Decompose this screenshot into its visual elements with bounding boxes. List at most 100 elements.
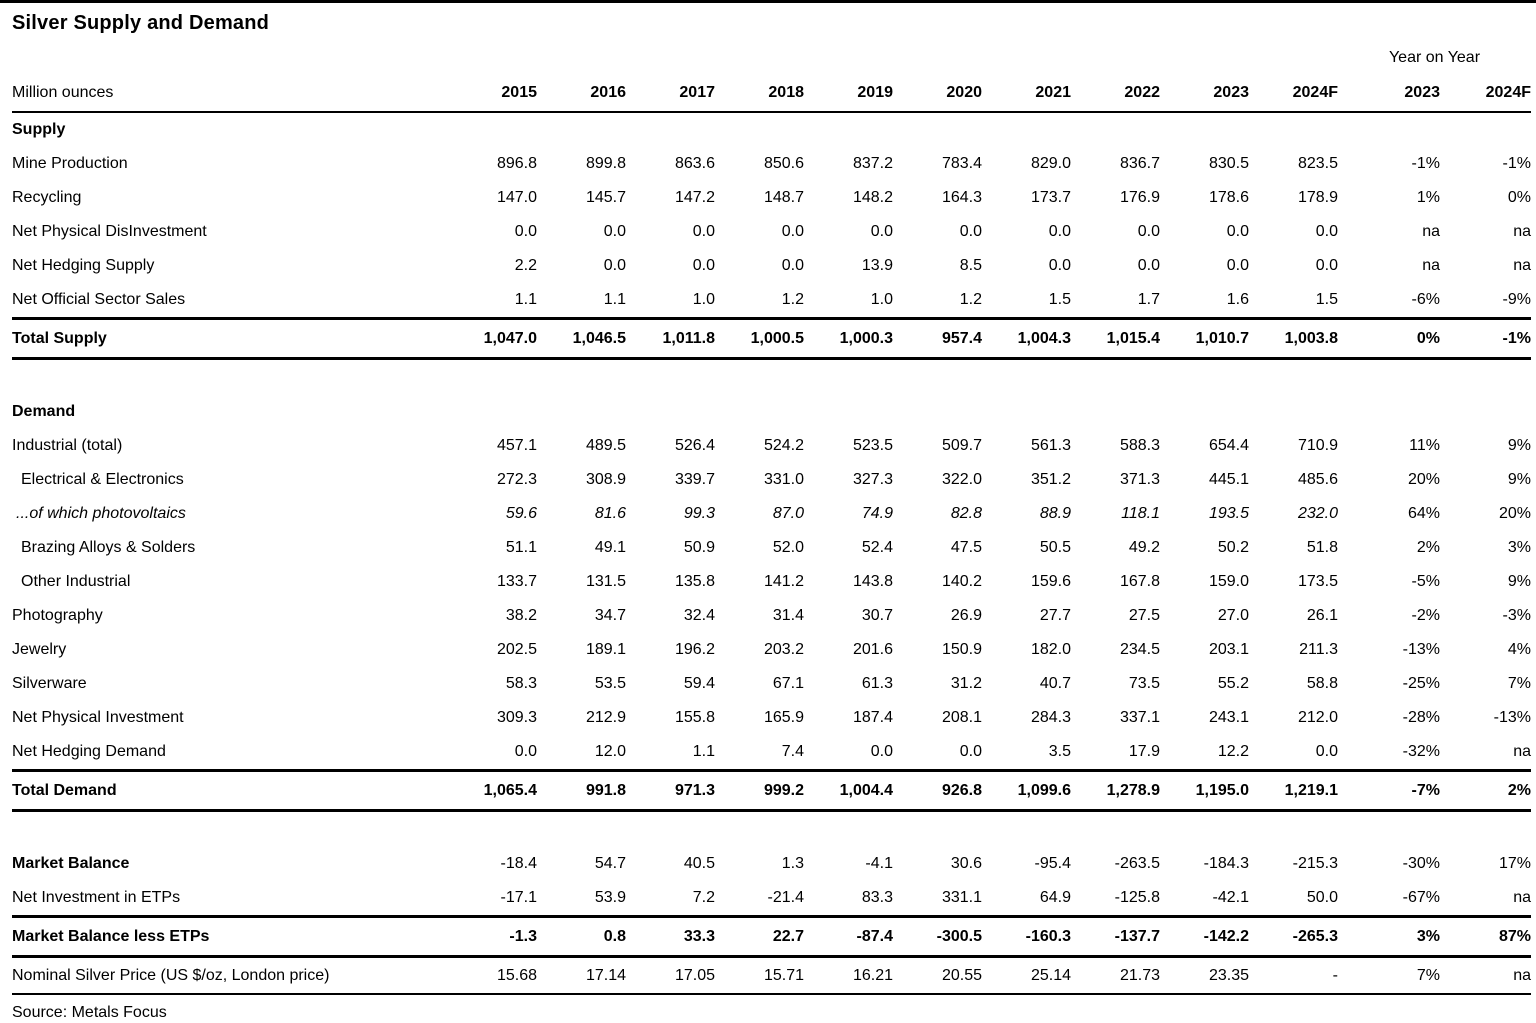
year-column-2019: 2019 <box>804 69 893 113</box>
table-row-total-supply: Total Supply 1,047.0 1,046.5 1,011.8 1,000.5… <box>12 317 1531 360</box>
cell-value: 823.5 <box>1297 155 1338 172</box>
cell-yoy-value <box>1440 395 1531 429</box>
cell-value <box>893 112 982 147</box>
row-label: Other Industrial <box>21 573 131 590</box>
cell-value: 53.9 <box>594 889 626 906</box>
cell-value <box>448 112 537 147</box>
cell-value: 73.5 <box>1128 675 1160 692</box>
cell-value: 0.0 <box>603 257 626 274</box>
cell-value: 131.5 <box>585 573 626 590</box>
cell-value: 26.1 <box>1306 607 1338 624</box>
cell-yoy-value: 4% <box>1507 641 1531 658</box>
cell-value: 31.4 <box>772 607 804 624</box>
cell-value: 899.8 <box>585 155 626 172</box>
cell-value: - <box>1249 956 1338 995</box>
table-row-net-hedging-demand: Net Hedging Demand 0.0 12.0 1.1 7.4 0.0 0.0 3.5… <box>12 735 1531 771</box>
cell-value: 0.0 <box>870 743 893 760</box>
cell-value: 710.9 <box>1297 437 1338 454</box>
table-row-electrical-electronics: Electrical & Electronics 272.3 308.9 339.7 3… <box>12 463 1531 497</box>
spacer-cell <box>12 37 1338 69</box>
cell-value: 337.1 <box>1119 709 1160 726</box>
cell-value: 52.4 <box>861 539 893 556</box>
cell-value: 1,047.0 <box>448 317 537 360</box>
cell-value: 0.0 <box>1137 257 1160 274</box>
cell-value <box>1160 112 1249 147</box>
cell-value: 524.2 <box>763 437 804 454</box>
cell-yoy-value: 7% <box>1507 675 1531 692</box>
cell-value: 51.8 <box>1306 539 1338 556</box>
cell-value: 0.0 <box>870 223 893 240</box>
cell-value: 27.5 <box>1128 607 1160 624</box>
cell-value: 27.0 <box>1217 607 1249 624</box>
cell-yoy-value: 3% <box>1507 539 1531 556</box>
cell-value: 234.5 <box>1119 641 1160 658</box>
cell-value: 837.2 <box>852 155 893 172</box>
cell-value: 203.2 <box>763 641 804 658</box>
table-row-jewelry: Jewelry 202.5 189.1 196.2 203.2 201.6 150.9 182… <box>12 633 1531 667</box>
cell-value: 957.4 <box>893 317 982 360</box>
cell-value: 54.7 <box>594 855 626 872</box>
cell-value: 331.1 <box>941 889 982 906</box>
cell-value: 1.1 <box>692 743 715 760</box>
cell-value: 59.4 <box>683 675 715 692</box>
cell-value <box>626 395 715 429</box>
cell-value: 30.6 <box>950 855 982 872</box>
cell-value: -160.3 <box>982 915 1071 958</box>
cell-value: 523.5 <box>852 437 893 454</box>
cell-value: 167.8 <box>1119 573 1160 590</box>
cell-value: -142.2 <box>1160 915 1249 958</box>
cell-yoy-value: -5% <box>1411 573 1440 590</box>
cell-value <box>804 395 893 429</box>
cell-value: 21.73 <box>1071 956 1160 995</box>
spacer-cell <box>12 811 1531 848</box>
cell-value: 1,015.4 <box>1071 317 1160 360</box>
cell-value: -17.1 <box>500 889 537 906</box>
cell-value: 23.35 <box>1160 956 1249 995</box>
cell-value: 1.6 <box>1226 291 1249 308</box>
row-label: Market Balance less ETPs <box>12 915 448 958</box>
cell-yoy-value: 9% <box>1507 437 1531 454</box>
cell-value: 0.8 <box>537 915 626 958</box>
cell-value: 926.8 <box>893 769 982 812</box>
row-label: Net Physical DisInvestment <box>12 223 207 240</box>
cell-value: 489.5 <box>585 437 626 454</box>
row-label: Mine Production <box>12 155 128 172</box>
cell-value: 135.8 <box>674 573 715 590</box>
row-label: Net Hedging Demand <box>12 743 166 760</box>
cell-value: 999.2 <box>715 769 804 812</box>
year-column-2022: 2022 <box>1071 69 1160 113</box>
cell-value <box>1160 395 1249 429</box>
cell-yoy-value: -7% <box>1338 769 1440 812</box>
cell-yoy-value: -25% <box>1402 675 1440 692</box>
row-label: Market Balance <box>12 855 130 872</box>
row-label: Total Supply <box>12 317 448 360</box>
year-column-2016: 2016 <box>537 69 626 113</box>
cell-value: 0.0 <box>1315 223 1338 240</box>
cell-value: -1.3 <box>448 915 537 958</box>
cell-value: 3.5 <box>1048 743 1071 760</box>
year-column-2021: 2021 <box>982 69 1071 113</box>
cell-value: 159.6 <box>1030 573 1071 590</box>
row-label: Net Hedging Supply <box>12 257 155 274</box>
cell-yoy-value: na <box>1422 257 1440 274</box>
cell-value: 7.4 <box>781 743 804 760</box>
cell-value <box>626 112 715 147</box>
cell-value: 31.2 <box>950 675 982 692</box>
cell-value: 7.2 <box>692 889 715 906</box>
cell-yoy-value: -9% <box>1502 291 1531 308</box>
cell-value <box>715 112 804 147</box>
cell-value: 0.0 <box>781 257 804 274</box>
cell-value: 88.9 <box>1039 505 1071 522</box>
cell-value: 50.9 <box>683 539 715 556</box>
table-row-recycling: Recycling 147.0 145.7 147.2 148.7 148.2 164.3 1… <box>12 181 1531 215</box>
row-label: Net Investment in ETPs <box>12 889 181 906</box>
spacer-row <box>12 811 1531 848</box>
cell-value: 0.0 <box>692 257 715 274</box>
cell-value: 0.0 <box>1048 223 1071 240</box>
cell-value: 17.05 <box>626 956 715 995</box>
cell-value: 509.7 <box>941 437 982 454</box>
cell-yoy-value: 87% <box>1440 915 1531 958</box>
row-label: Industrial (total) <box>12 437 123 454</box>
cell-value: -184.3 <box>1203 855 1249 872</box>
